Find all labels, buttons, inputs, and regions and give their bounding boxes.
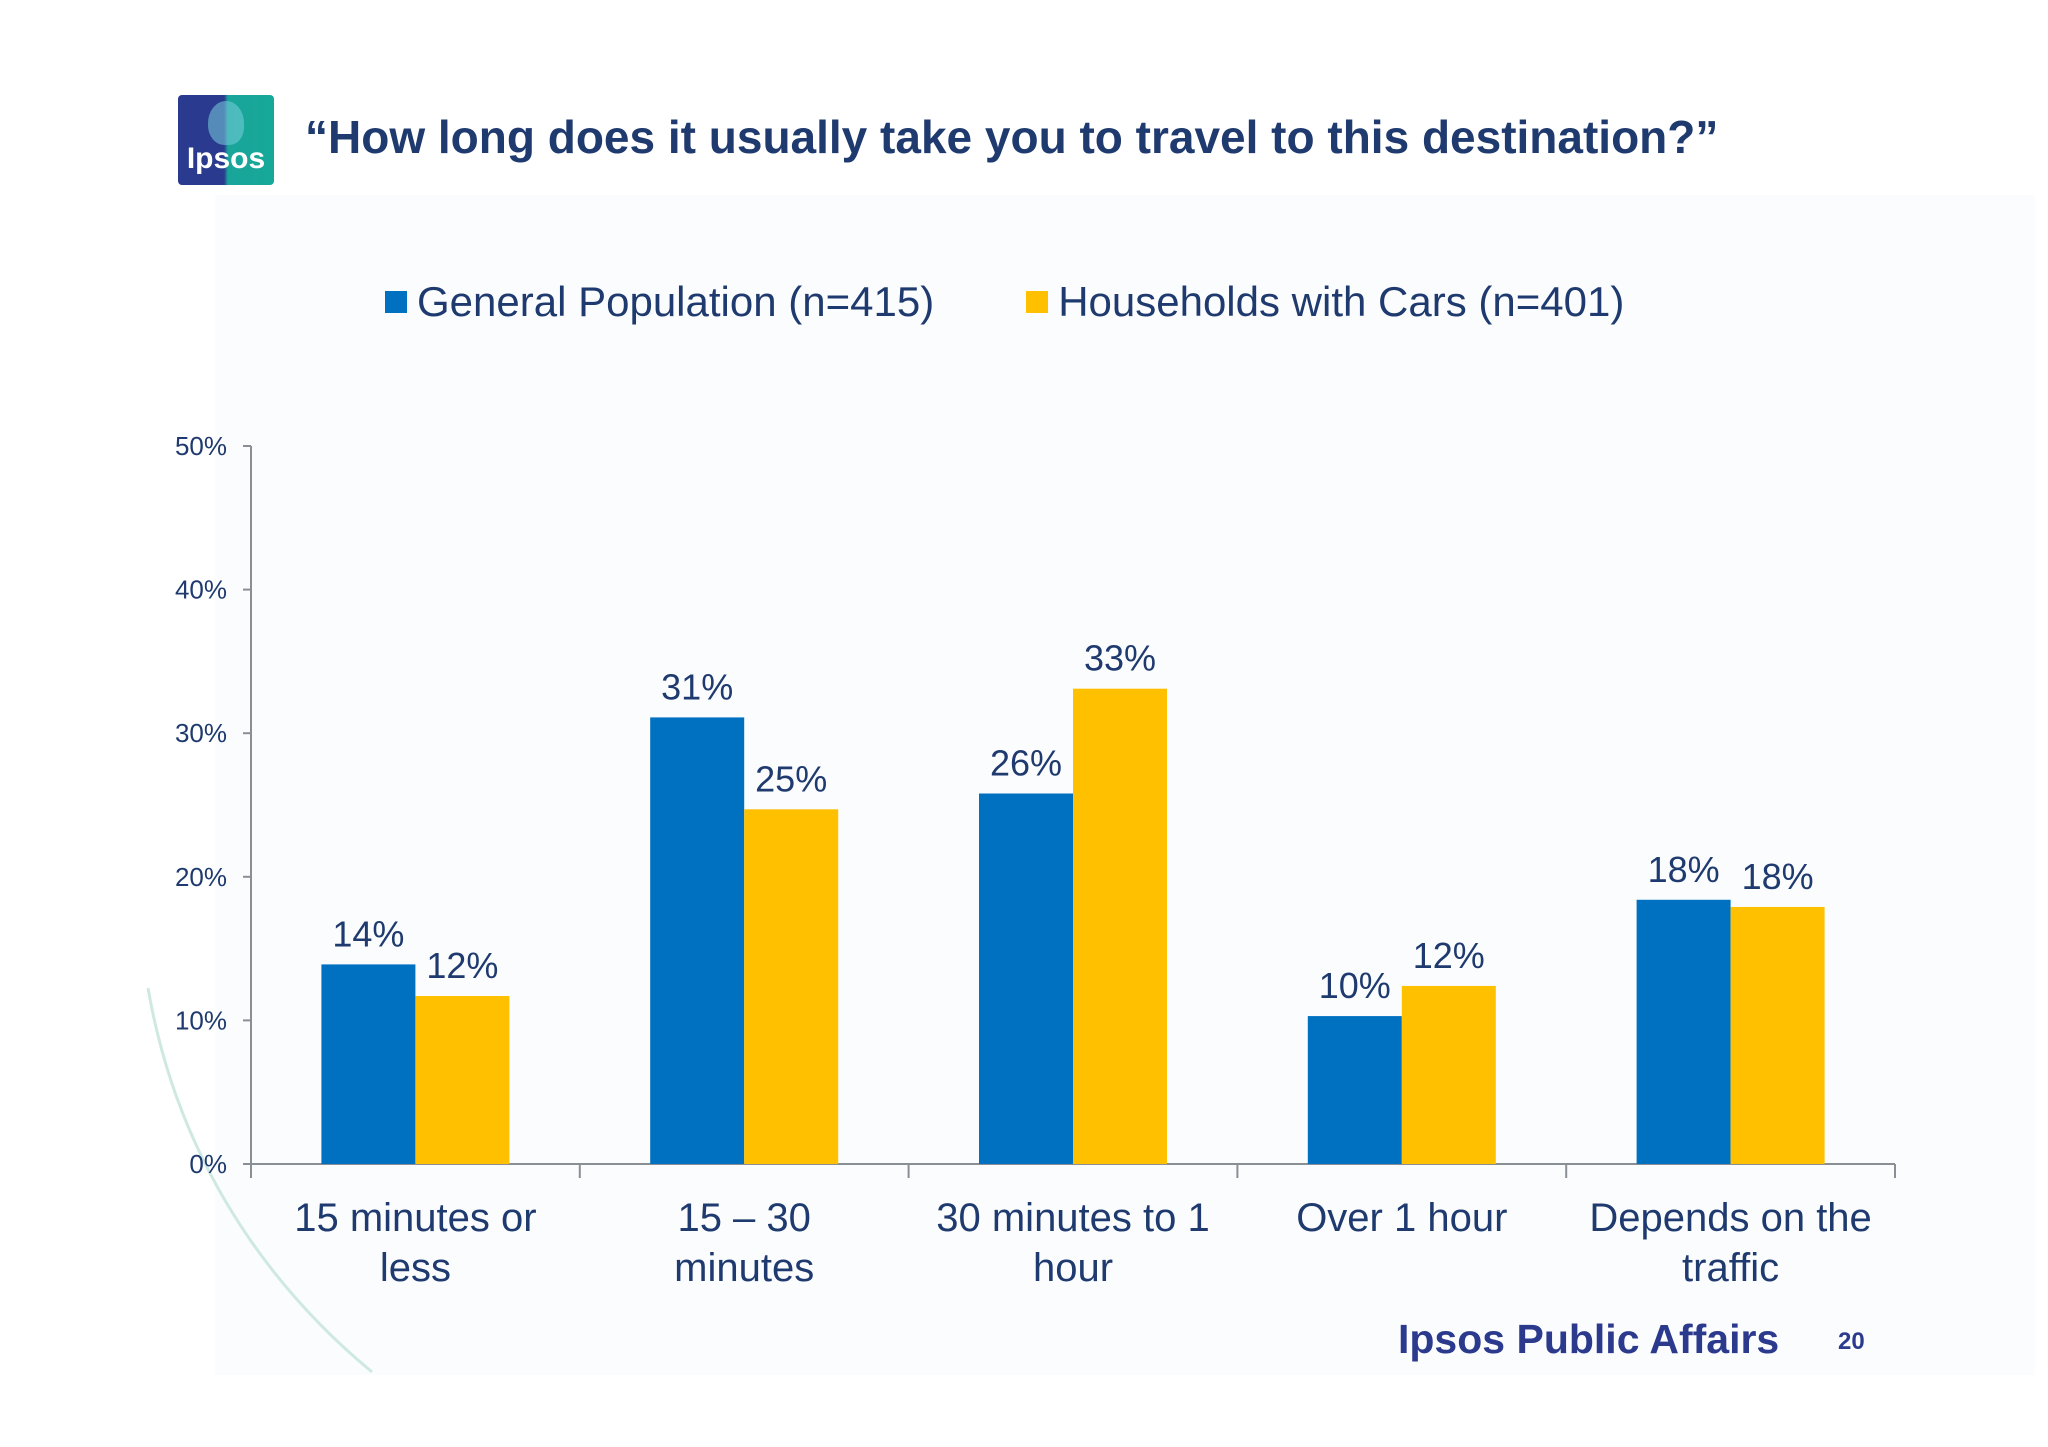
legend-label-general-population: General Population (n=415) <box>417 278 935 325</box>
x-category-label: less <box>380 1246 451 1290</box>
data-label: 10% <box>1319 965 1391 1006</box>
slide-title: “How long does it usually take you to tr… <box>305 111 1719 163</box>
y-tick-label: 30% <box>175 718 227 748</box>
bar <box>650 717 745 1164</box>
x-category-label: 15 minutes or <box>294 1196 536 1240</box>
bar <box>415 995 510 1164</box>
y-tick-label: 10% <box>175 1005 227 1035</box>
bar <box>979 793 1073 1164</box>
data-label: 26% <box>990 743 1062 784</box>
data-label: 18% <box>1648 849 1720 890</box>
bar <box>321 964 416 1164</box>
ipsos-logo: Ipsos <box>178 95 274 185</box>
y-tick-label: 0% <box>189 1149 227 1179</box>
x-category-label: minutes <box>674 1246 814 1290</box>
data-label: 12% <box>426 945 498 986</box>
x-category-label: traffic <box>1682 1246 1779 1290</box>
page-number: 20 <box>1838 1328 1865 1355</box>
profile-head-icon <box>208 101 244 145</box>
bar <box>1636 899 1731 1164</box>
bar <box>1307 1016 1402 1164</box>
data-label: 25% <box>755 758 827 799</box>
data-label: 18% <box>1742 856 1814 897</box>
x-category-label: Depends on the <box>1589 1196 1871 1240</box>
chart-legend: General Population (n=415) Households wi… <box>385 274 1716 330</box>
bar <box>1401 985 1496 1164</box>
bar <box>1730 906 1825 1164</box>
x-category-label: hour <box>1033 1246 1113 1290</box>
legend-label-households-with-cars: Households with Cars (n=401) <box>1058 278 1625 325</box>
brand-footer: Ipsos Public Affairs <box>1398 1316 1780 1362</box>
x-category-label: 15 – 30 <box>677 1196 810 1240</box>
y-tick-label: 50% <box>175 431 227 461</box>
bar <box>744 809 839 1164</box>
legend-swatch-households-with-cars <box>1026 291 1049 313</box>
decorative-swoosh <box>146 987 373 1374</box>
legend-item-households-with-cars: Households with Cars (n=401) <box>1026 278 1624 326</box>
legend-item-general-population: General Population (n=415) <box>385 278 934 326</box>
data-label: 33% <box>1084 638 1156 679</box>
x-category-label: Over 1 hour <box>1296 1196 1507 1240</box>
y-tick-label: 40% <box>175 575 227 605</box>
data-label: 14% <box>332 913 404 954</box>
data-label: 12% <box>1413 935 1485 976</box>
data-label: 31% <box>661 666 733 707</box>
y-tick-label: 20% <box>175 862 227 892</box>
x-category-label: 30 minutes to 1 <box>936 1196 1210 1240</box>
logo-text: Ipsos <box>186 142 266 175</box>
bar <box>1073 688 1167 1164</box>
legend-swatch-general-population <box>385 291 407 313</box>
